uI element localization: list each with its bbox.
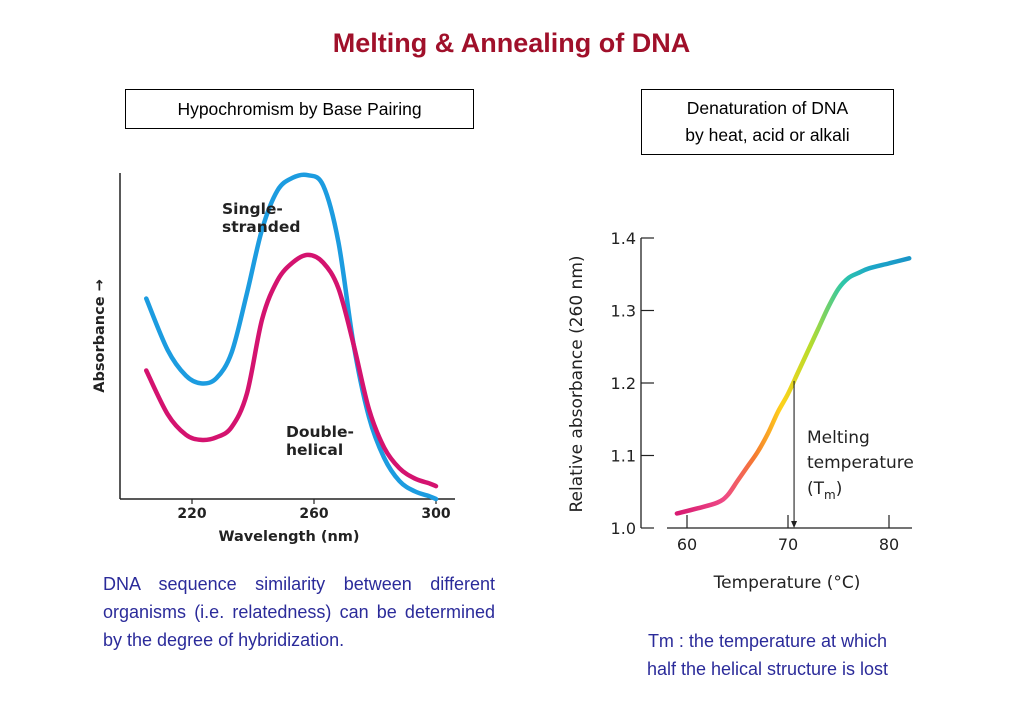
right-heading-line-1: Denaturation of DNA: [686, 98, 849, 118]
right-description-line-2: half the helical structure is lost: [646, 659, 889, 679]
absorbance-spectrum-chart: 220 260 300 Wavelength (nm) Absorbance → S…: [92, 172, 455, 545]
melting-temperature-annotation: Melting temperature (Tm): [807, 428, 919, 502]
melting-curve: [674, 256, 912, 516]
melting-curve-chart: 1.0 1.1 1.2 1.3 1.4 60 70 80 Temperature (°C) R…: [567, 229, 919, 593]
left-x-axis-label: Wavelength (nm): [218, 529, 359, 545]
left-heading-box: Hypochromism by Base Pairing: [125, 89, 474, 129]
right-heading-box: Denaturation of DNA by heat, acid or alk…: [641, 89, 894, 155]
melting-temperature-arrow: [791, 521, 798, 528]
single-stranded-label: Single- stranded: [222, 200, 300, 236]
left-x-tick-label: 300: [421, 506, 450, 522]
right-y-tick-label: 1.4: [611, 229, 636, 248]
page-title: Melting & Annealing of DNA: [332, 28, 691, 58]
right-heading-line-2: by heat, acid or alkali: [685, 125, 850, 145]
right-y-tick-label: 1.2: [611, 374, 636, 393]
right-y-tick-label: 1.1: [611, 447, 636, 466]
left-x-tick-label: 260: [299, 506, 328, 522]
left-description: DNA sequence similarity between differen…: [103, 574, 495, 650]
right-x-tick-label: 70: [778, 535, 798, 554]
right-description: Tm : the temperature at which half the h…: [600, 627, 935, 683]
right-y-tick-label: 1.0: [611, 519, 636, 538]
double-helical-curve: [144, 252, 439, 489]
left-x-tick-label: 220: [177, 506, 206, 522]
right-y-axis-label: Relative absorbance (260 nm): [567, 255, 587, 512]
single-stranded-curve: [144, 172, 439, 502]
right-y-tick-label: 1.3: [611, 302, 636, 321]
right-description-line-1: Tm : the temperature at which: [647, 631, 888, 651]
left-y-axis-label: Absorbance →: [92, 279, 108, 392]
double-helical-label: Double- helical: [286, 423, 359, 459]
right-x-axis-label: Temperature (°C): [713, 573, 861, 593]
right-x-tick-label: 80: [879, 535, 899, 554]
right-x-tick-label: 60: [677, 535, 697, 554]
